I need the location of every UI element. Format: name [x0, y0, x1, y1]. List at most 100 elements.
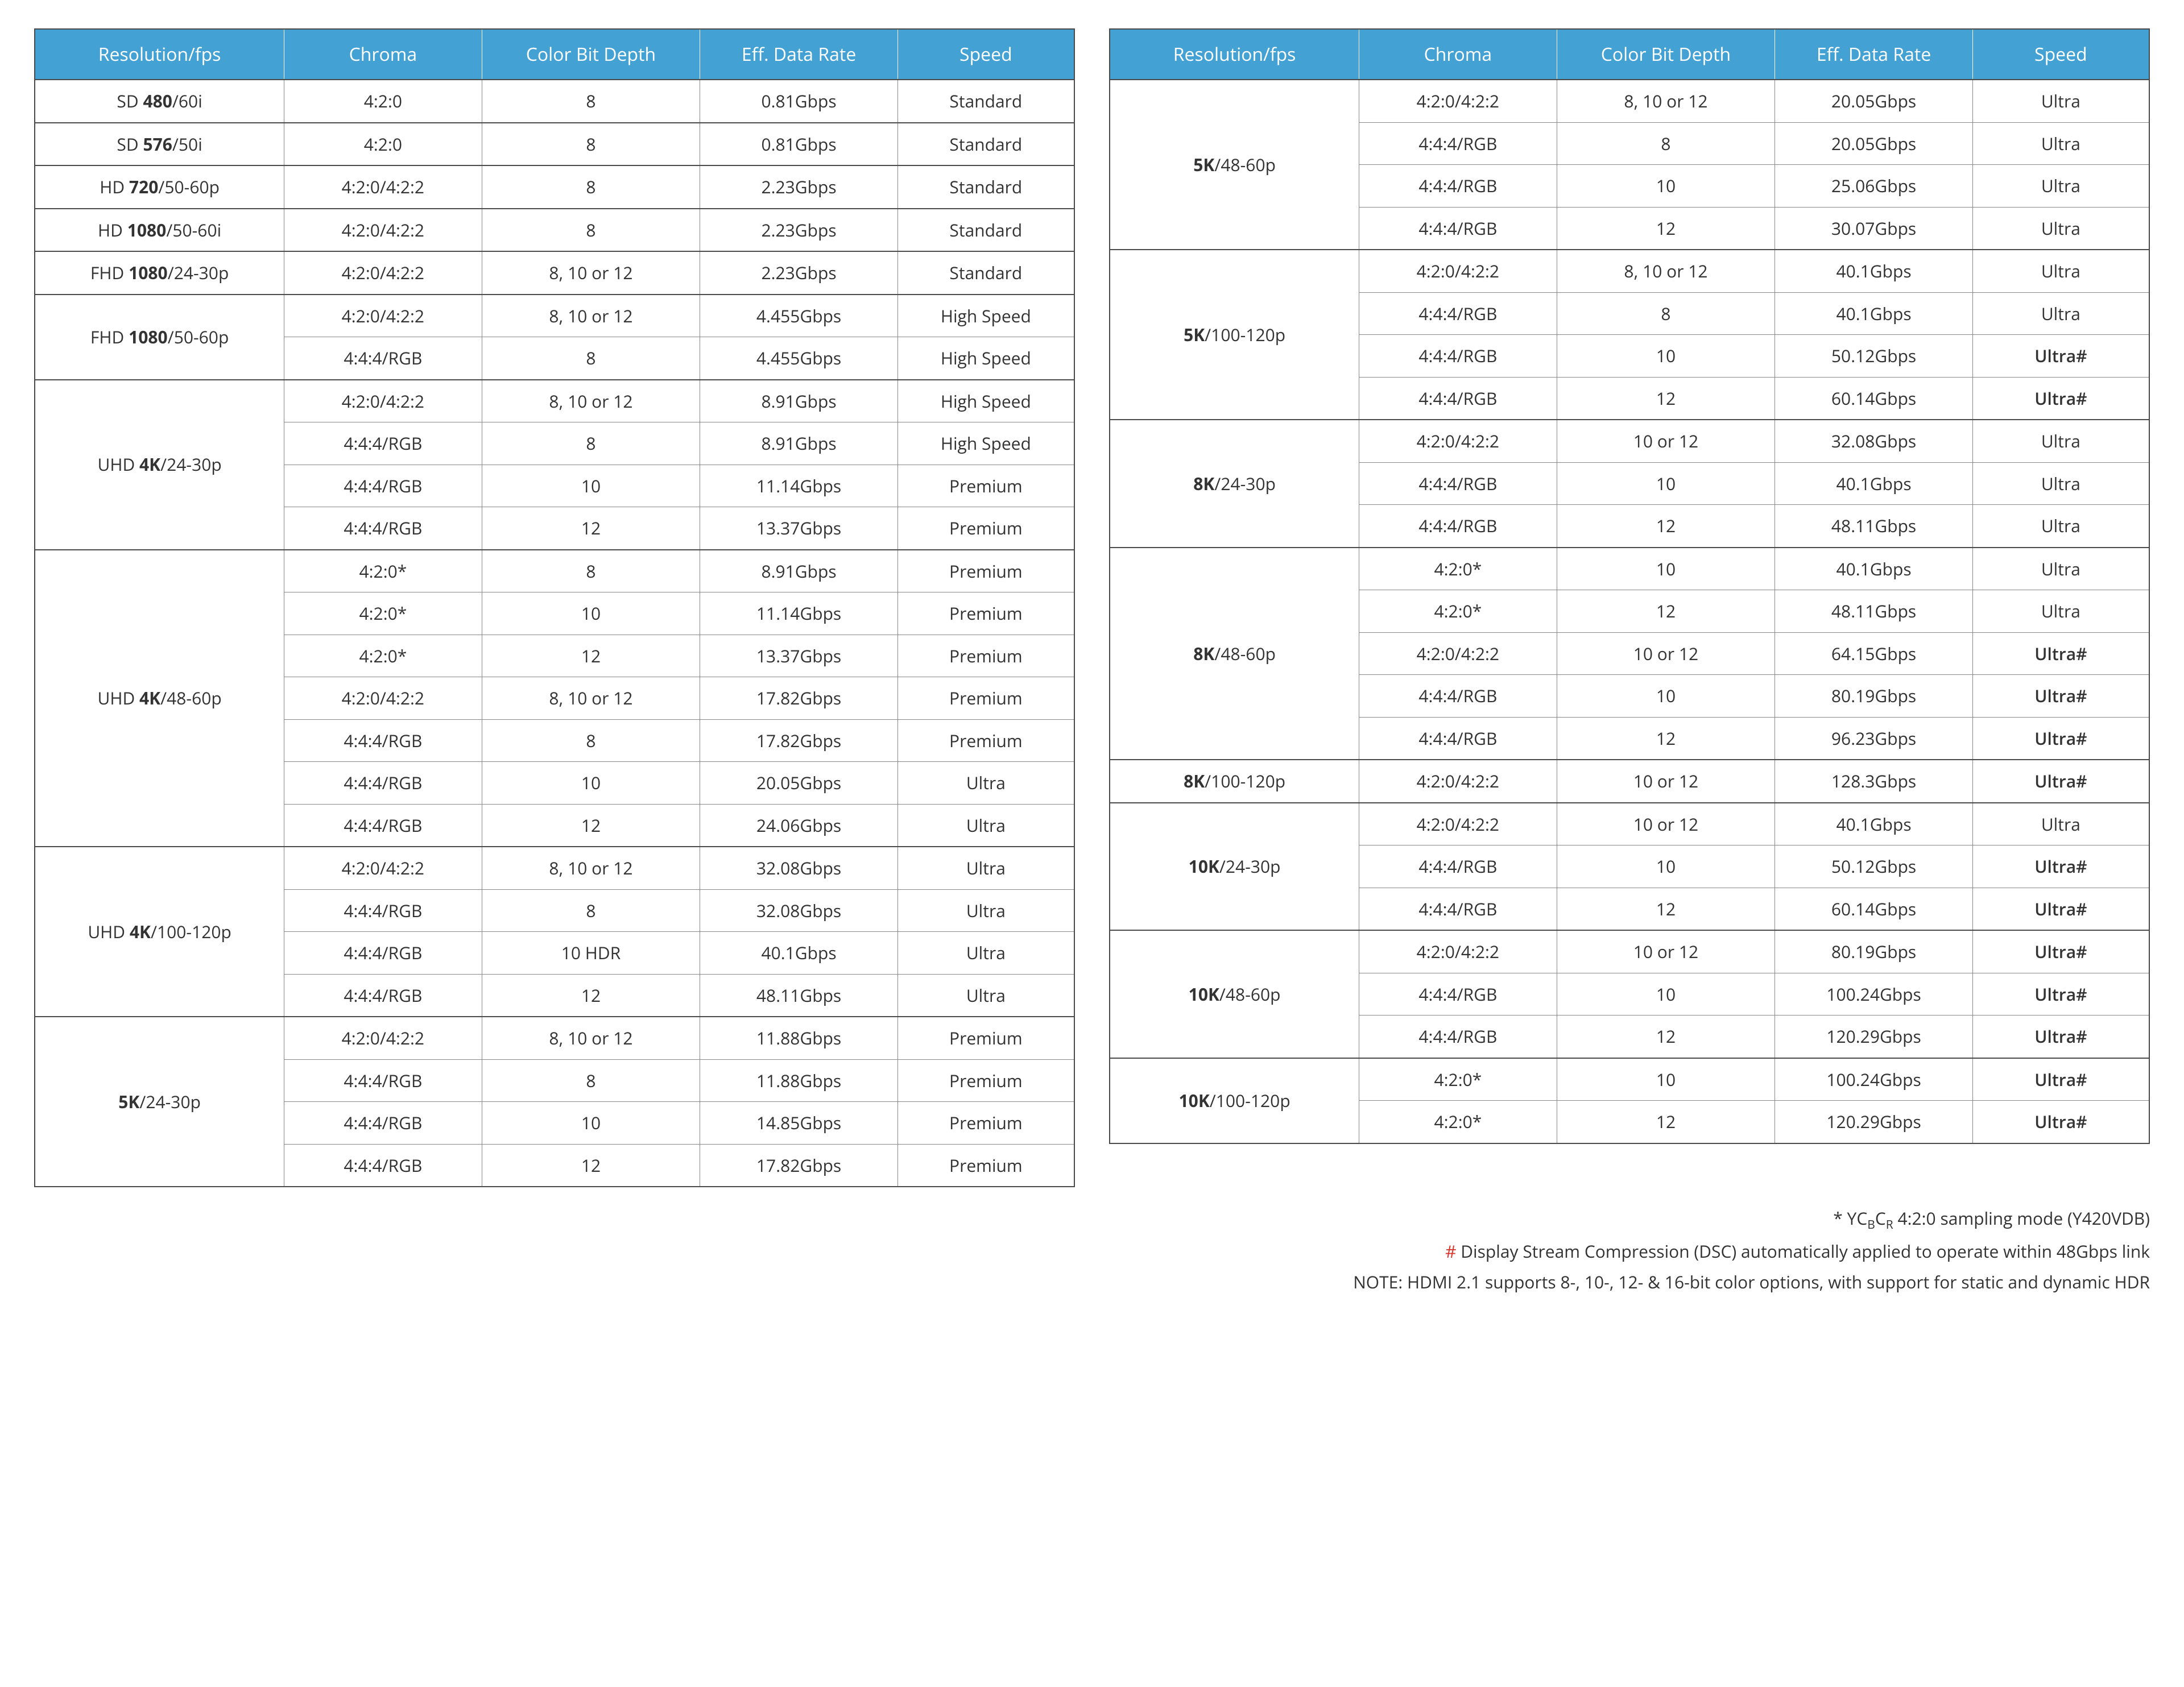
cell-bit-depth: 12 [482, 507, 700, 550]
cell-data-rate: 11.14Gbps [700, 465, 897, 507]
cell-data-rate: 50.12Gbps [1775, 845, 1972, 888]
cell-resolution: HD 720/50-60p [35, 165, 284, 209]
cell-data-rate: 8.91Gbps [700, 550, 897, 592]
cell-chroma: 4:4:4/RGB [284, 932, 482, 975]
cell-speed: Standard [897, 251, 1074, 295]
cell-bit-depth: 8 [482, 80, 700, 123]
cell-data-rate: 17.82Gbps [700, 1144, 897, 1187]
cell-chroma: 4:4:4/RGB [284, 719, 482, 762]
cell-bit-depth: 12 [1557, 590, 1775, 633]
cell-speed: Ultra [1972, 250, 2149, 292]
cell-chroma: 4:4:4/RGB [284, 507, 482, 550]
col-header: Eff. Data Rate [1775, 29, 1972, 80]
table-row: UHD 4K/48-60p4:2:0*88.91GbpsPremium [35, 550, 1074, 592]
cell-speed: Ultra [1972, 590, 2149, 633]
cell-data-rate: 128.3Gbps [1775, 760, 1972, 803]
col-header: Chroma [1359, 29, 1557, 80]
cell-speed: High Speed [897, 380, 1074, 422]
cell-bit-depth: 10 [1557, 548, 1775, 590]
cell-resolution: 5K/24-30p [35, 1017, 284, 1187]
cell-data-rate: 120.29Gbps [1775, 1015, 1972, 1058]
cell-bit-depth: 12 [1557, 888, 1775, 930]
cell-chroma: 4:2:0/4:2:2 [1359, 930, 1557, 973]
cell-bit-depth: 12 [1557, 1101, 1775, 1143]
cell-speed: Ultra [1972, 420, 2149, 462]
cell-chroma: 4:2:0/4:2:2 [284, 1017, 482, 1059]
hash-symbol: # [1445, 1240, 1456, 1263]
cell-resolution: UHD 4K/100-120p [35, 847, 284, 1017]
cell-data-rate: 20.05Gbps [700, 762, 897, 805]
cell-speed: Standard [897, 165, 1074, 209]
table-row: SD 480/60i4:2:080.81GbpsStandard [35, 80, 1074, 123]
cell-resolution: 8K/100-120p [1110, 760, 1359, 803]
cell-data-rate: 11.88Gbps [700, 1059, 897, 1102]
cell-chroma: 4:4:4/RGB [1359, 505, 1557, 548]
cell-data-rate: 40.1Gbps [1775, 548, 1972, 590]
cell-bit-depth: 10 or 12 [1557, 632, 1775, 675]
cell-data-rate: 8.91Gbps [700, 380, 897, 422]
table-row: 10K/24-30p4:2:0/4:2:210 or 1240.1GbpsUlt… [1110, 803, 2149, 845]
table-header-row: Resolution/fps Chroma Color Bit Depth Ef… [1110, 29, 2149, 80]
table-row: 8K/100-120p4:2:0/4:2:210 or 12128.3GbpsU… [1110, 760, 2149, 803]
cell-data-rate: 17.82Gbps [700, 719, 897, 762]
footnote-hash-text: Display Stream Compression (DSC) automat… [1456, 1240, 2150, 1263]
table-header-row: Resolution/fps Chroma Color Bit Depth Ef… [35, 29, 1074, 80]
col-header: Resolution/fps [1110, 29, 1359, 80]
cell-chroma: 4:4:4/RGB [1359, 462, 1557, 505]
cell-bit-depth: 8 [482, 550, 700, 592]
cell-bit-depth: 10 [482, 762, 700, 805]
cell-data-rate: 40.1Gbps [1775, 462, 1972, 505]
cell-chroma: 4:4:4/RGB [1359, 122, 1557, 165]
cell-data-rate: 0.81Gbps [700, 123, 897, 166]
cell-bit-depth: 10 [1557, 462, 1775, 505]
cell-speed: Ultra [897, 847, 1074, 889]
cell-bit-depth: 10 [482, 1102, 700, 1145]
table-row: HD 1080/50-60i4:2:0/4:2:282.23GbpsStanda… [35, 209, 1074, 252]
cell-data-rate: 40.1Gbps [1775, 803, 1972, 845]
page: Resolution/fps Chroma Color Bit Depth Ef… [0, 0, 2184, 1320]
cell-chroma: 4:4:4/RGB [1359, 335, 1557, 378]
cell-data-rate: 25.06Gbps [1775, 165, 1972, 208]
table-row: 5K/100-120p4:2:0/4:2:28, 10 or 1240.1Gbp… [1110, 250, 2149, 292]
cell-resolution: 5K/48-60p [1110, 80, 1359, 250]
cell-chroma: 4:4:4/RGB [284, 465, 482, 507]
cell-chroma: 4:2:0/4:2:2 [1359, 80, 1557, 122]
cell-speed: Ultra# [1972, 717, 2149, 760]
cell-bit-depth: 8 [482, 889, 700, 932]
table-row: 5K/48-60p4:2:0/4:2:28, 10 or 1220.05Gbps… [1110, 80, 2149, 122]
cell-data-rate: 48.11Gbps [700, 974, 897, 1017]
cell-bit-depth: 10 or 12 [1557, 760, 1775, 803]
cell-speed: Premium [897, 1144, 1074, 1187]
cell-bit-depth: 10 [482, 592, 700, 635]
cell-data-rate: 60.14Gbps [1775, 377, 1972, 420]
cell-bit-depth: 10 [1557, 973, 1775, 1015]
cell-bit-depth: 12 [1557, 377, 1775, 420]
cell-bit-depth: 8, 10 or 12 [482, 380, 700, 422]
cell-resolution: SD 480/60i [35, 80, 284, 123]
cell-chroma: 4:2:0/4:2:2 [1359, 803, 1557, 845]
cell-chroma: 4:4:4/RGB [1359, 377, 1557, 420]
cell-data-rate: 32.08Gbps [700, 847, 897, 889]
cell-speed: Ultra# [1972, 632, 2149, 675]
cell-speed: Ultra [897, 889, 1074, 932]
cell-speed: Ultra [1972, 165, 2149, 208]
cell-bit-depth: 8 [482, 422, 700, 465]
cell-chroma: 4:2:0* [284, 592, 482, 635]
table-row: SD 576/50i4:2:080.81GbpsStandard [35, 123, 1074, 166]
cell-bit-depth: 12 [1557, 207, 1775, 250]
table-row: FHD 1080/50-60p4:2:0/4:2:28, 10 or 124.4… [35, 295, 1074, 337]
footnote-note: NOTE: HDMI 2.1 supports 8-, 10-, 12- & 1… [1353, 1267, 2150, 1298]
cell-data-rate: 2.23Gbps [700, 165, 897, 209]
cell-data-rate: 14.85Gbps [700, 1102, 897, 1145]
cell-data-rate: 24.06Gbps [700, 804, 897, 847]
table-row: 8K/24-30p4:2:0/4:2:210 or 1232.08GbpsUlt… [1110, 420, 2149, 462]
cell-speed: Premium [897, 1017, 1074, 1059]
cell-speed: Premium [897, 1059, 1074, 1102]
cell-speed: Ultra [1972, 803, 2149, 845]
cell-chroma: 4:2:0* [1359, 590, 1557, 633]
cell-data-rate: 40.1Gbps [1775, 292, 1972, 335]
cell-speed: Ultra [1972, 462, 2149, 505]
cell-speed: Ultra# [1972, 377, 2149, 420]
table-row: 10K/48-60p4:2:0/4:2:210 or 1280.19GbpsUl… [1110, 930, 2149, 973]
cell-data-rate: 4.455Gbps [700, 337, 897, 380]
